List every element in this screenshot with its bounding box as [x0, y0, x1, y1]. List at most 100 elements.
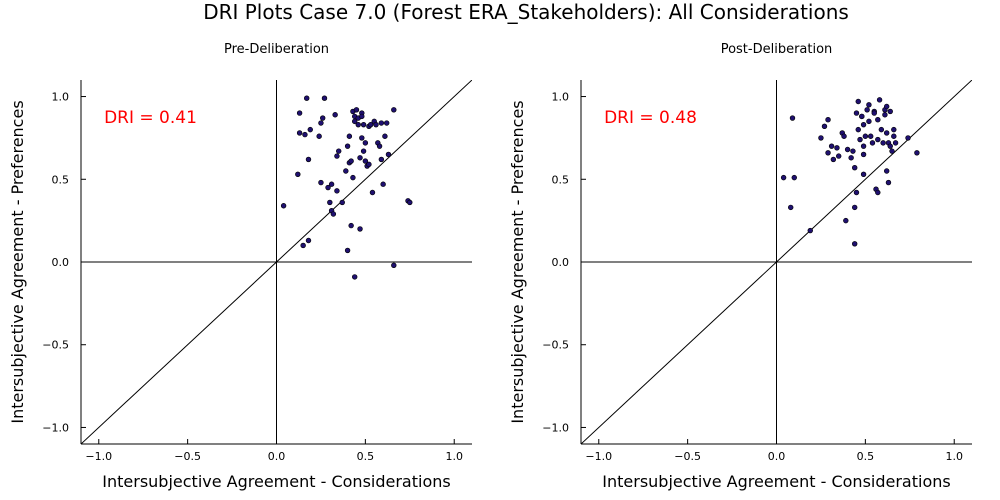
post-data-point	[853, 189, 860, 196]
post-data-point	[853, 110, 860, 116]
post-data-point	[891, 133, 897, 139]
pre-data-point	[296, 130, 303, 136]
post-x-tick-label: 0.0	[768, 450, 786, 463]
pre-dri-annotation: DRI = 0.41	[104, 108, 197, 128]
post-data-point	[887, 143, 893, 149]
post-data-point	[834, 145, 840, 151]
post-y-tick-label: −1.0	[542, 421, 569, 434]
pre-data-point	[325, 184, 331, 191]
post-data-point	[891, 126, 897, 133]
post-x-tick-label: −1.0	[585, 450, 612, 463]
pre-data-point	[355, 121, 361, 128]
pre-data-point	[328, 181, 335, 187]
post-data-point	[867, 133, 874, 139]
pre-data-point	[357, 155, 363, 161]
pre-data-point	[302, 131, 308, 138]
pre-x-tick-label: 0.5	[357, 450, 375, 463]
pre-x-tick-label: −0.5	[174, 450, 201, 463]
post-data-point	[791, 174, 797, 181]
post-data-point	[871, 110, 877, 116]
post-data-point	[851, 164, 858, 171]
post-data-point	[780, 174, 787, 181]
post-deliberation-panel: Post-Deliberation −1.0 −0.5 0.0 0.5 1.0 −1.0 −0…	[508, 42, 972, 491]
post-data-point	[857, 136, 863, 143]
pre-data-point	[344, 247, 351, 254]
post-data-point	[866, 102, 872, 108]
post-data-point	[828, 143, 835, 149]
post-data-point	[914, 150, 920, 156]
post-x-tick-label: 1.0	[945, 450, 963, 463]
post-data-point	[892, 140, 899, 146]
pre-data-point	[366, 161, 372, 168]
pre-data-point	[359, 113, 365, 120]
pre-data-point	[360, 148, 367, 154]
pre-y-tick-label: −1.0	[42, 421, 69, 434]
pre-data-point	[359, 135, 365, 141]
pre-data-point	[321, 95, 328, 101]
post-y-tick-label: 0.5	[552, 173, 570, 186]
pre-data-point	[334, 188, 340, 194]
pre-data-point	[407, 199, 413, 206]
pre-data-point	[332, 112, 338, 118]
pre-data-point	[305, 237, 312, 244]
post-data-point	[825, 117, 831, 123]
pre-x-axis-label: Intersubjective Agreement - Consideratio…	[102, 472, 450, 491]
post-data-point	[875, 189, 881, 196]
pre-data-point	[360, 121, 367, 128]
post-data-point	[885, 179, 892, 186]
post-data-point	[789, 115, 796, 121]
post-data-point	[883, 103, 890, 110]
pre-data-point	[348, 158, 354, 164]
post-data-point	[818, 135, 824, 141]
pre-data-point	[318, 179, 324, 186]
post-data-point	[875, 136, 881, 143]
pre-data-point	[304, 95, 310, 101]
pre-data-point	[316, 133, 322, 139]
pre-y-tick-label: 0.0	[52, 256, 70, 269]
post-data-point	[860, 121, 867, 128]
post-data-point	[905, 135, 911, 141]
post-y-tick-label: −0.5	[542, 339, 569, 352]
post-data-point	[889, 148, 895, 154]
pre-data-point	[362, 140, 369, 146]
pre-data-point	[391, 107, 397, 113]
post-x-axis-label: Intersubjective Agreement - Consideratio…	[602, 472, 950, 491]
post-data-point	[825, 150, 831, 156]
post-data-point	[860, 143, 867, 149]
post-data-point	[875, 117, 881, 123]
pre-data-point	[346, 133, 353, 139]
pre-data-point	[318, 120, 324, 126]
pre-x-tick-label: −1.0	[85, 450, 112, 463]
pre-data-point	[348, 222, 354, 229]
pre-identity-line	[81, 80, 472, 444]
post-data-point	[860, 151, 867, 158]
post-data-point	[851, 241, 858, 247]
pre-x-tick-label: 1.0	[445, 450, 463, 463]
pre-data-point	[352, 274, 358, 280]
pre-deliberation-panel: Pre-Deliberation −1.0 −0.5 0.0 0.5 1.0 −1.0 −0.…	[8, 42, 472, 491]
post-data-point	[883, 168, 890, 174]
post-x-tick-label: 0.5	[857, 450, 875, 463]
pre-data-point	[339, 199, 345, 206]
post-identity-line	[581, 80, 972, 444]
pre-data-point	[383, 120, 390, 126]
post-y-tick-label: 1.0	[552, 91, 570, 104]
pre-data-point	[352, 118, 358, 125]
pre-y-axis-label: Intersubjective Agreement - Preferences	[8, 100, 27, 423]
pre-data-point	[295, 171, 301, 178]
pre-data-point	[385, 151, 392, 158]
pre-data-point	[327, 199, 333, 206]
post-data-point	[851, 204, 858, 211]
post-data-point	[841, 133, 847, 139]
pre-x-tick-label: 0.0	[268, 450, 286, 463]
post-data-point	[864, 107, 870, 113]
post-x-tick-label: −0.5	[674, 450, 701, 463]
pre-data-point	[382, 133, 388, 139]
post-data-point	[859, 113, 865, 120]
pre-data-point	[373, 121, 379, 128]
pre-data-point	[320, 115, 326, 121]
post-data-point	[848, 155, 854, 161]
post-data-point	[836, 153, 842, 159]
post-data-point	[866, 118, 872, 125]
